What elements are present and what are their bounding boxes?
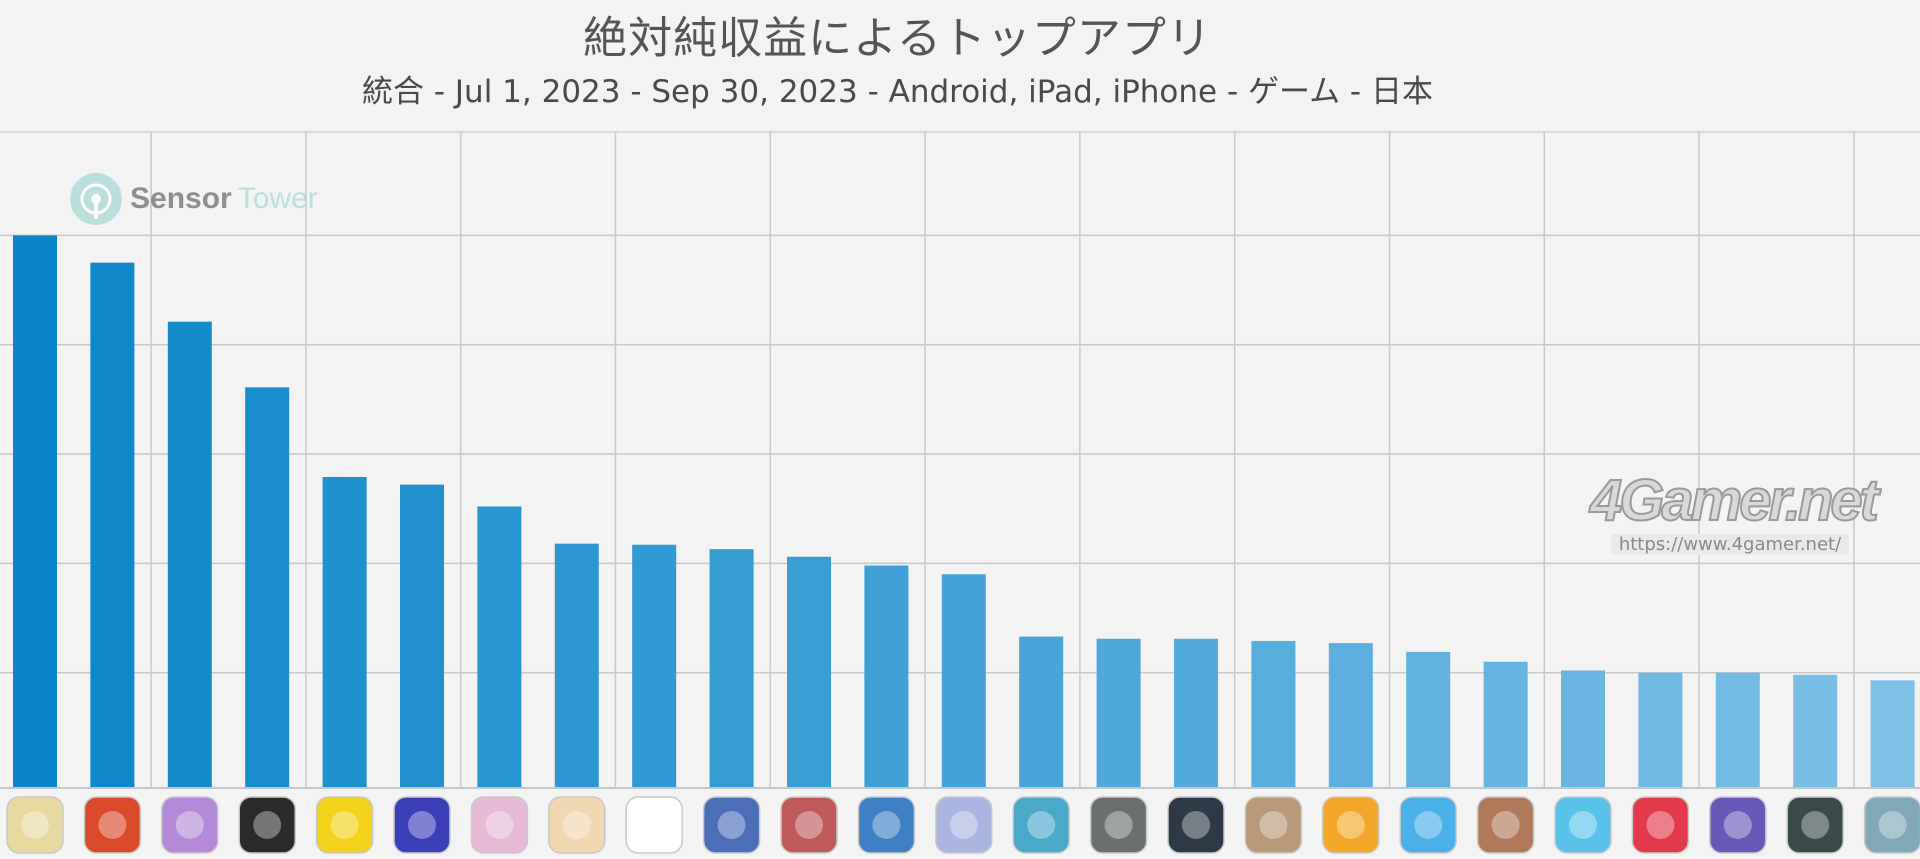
- uma-musume-icon: [161, 796, 219, 854]
- royal-match-icon: [1322, 796, 1380, 854]
- bar: [632, 544, 677, 788]
- arknights-icon: [1786, 796, 1844, 854]
- knives-out-icon: [1244, 796, 1303, 854]
- fourgamer-url: https://www.4gamer.net/: [1610, 534, 1850, 555]
- chart-title: 絶対純収益によるトップアプリ: [583, 13, 1212, 64]
- pro-baseball-spirits-icon: [238, 796, 296, 854]
- pokemon-go-icon: [625, 796, 683, 854]
- disney-tsum-tsum-icon: [1554, 796, 1612, 854]
- bar: [167, 321, 212, 788]
- bar: [709, 549, 754, 788]
- sensor-tower-logo-icon: [70, 173, 122, 225]
- efootball-champion-squad-icon: [1167, 796, 1225, 854]
- bar: [400, 484, 444, 788]
- monster-strike-icon: [83, 796, 142, 854]
- bar: [477, 506, 522, 788]
- bar: [554, 543, 599, 788]
- chart-header: 絶対純収益によるトップアプリ 統合 - Jul 1, 2023 - Sep 30…: [0, 0, 1920, 132]
- blue-archive-icon: [935, 796, 993, 854]
- bar: [1096, 638, 1141, 788]
- bar: [864, 565, 909, 788]
- bar: [1638, 672, 1683, 788]
- bar: [1715, 672, 1760, 788]
- bleach-brave-souls-icon: [1709, 796, 1767, 854]
- bar: [1793, 674, 1838, 788]
- chart-subtitle: 統合 - Jul 1, 2023 - Sep 30, 2023 - Androi…: [362, 74, 1433, 110]
- bar: [1483, 661, 1528, 788]
- goddess-of-victory-nikke-icon: [780, 796, 838, 854]
- dragon-quest-walk-icon: [315, 796, 374, 854]
- bar: [1019, 636, 1064, 788]
- jewel-game-icon: [1631, 796, 1690, 854]
- bar: [90, 262, 135, 789]
- bar: [245, 387, 290, 788]
- bar: [322, 476, 367, 788]
- puzzle-and-dragons-icon: [393, 796, 451, 854]
- heaven-burns-red-icon: [1476, 796, 1535, 854]
- bar: [941, 574, 986, 788]
- genshin-impact-icon: [548, 796, 606, 854]
- bar: [1174, 638, 1218, 788]
- dragon-ball-dokkan-icon: [857, 796, 916, 854]
- bar: [1406, 651, 1451, 788]
- efootball-icon: [1089, 796, 1148, 854]
- sensor-tower-text-2: Tower: [237, 182, 318, 215]
- bar: [13, 235, 57, 789]
- one-piece-bounty-rush-icon: [702, 796, 761, 854]
- bar: [1870, 680, 1915, 788]
- fourgamer-logo: 4Gamer.net: [1589, 468, 1880, 533]
- hero-game-icon: [1863, 796, 1920, 854]
- yokai-watch-puni-puni-icon: [1399, 796, 1457, 854]
- fourgamer-watermark: 4Gamer.net https://www.4gamer.net/: [1589, 468, 1880, 555]
- bar: [1561, 670, 1605, 788]
- project-sekai-icon: [1012, 796, 1070, 854]
- sensor-tower-text-1: Sensor: [130, 182, 232, 215]
- fgo-icon: [6, 796, 64, 854]
- bar: [1328, 643, 1373, 788]
- sensor-tower-watermark: Sensor Tower: [68, 170, 318, 228]
- bar: [1251, 640, 1296, 788]
- honkai-star-rail-icon: [470, 796, 529, 854]
- bar: [787, 556, 831, 788]
